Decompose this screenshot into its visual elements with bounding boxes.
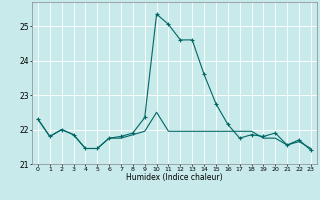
X-axis label: Humidex (Indice chaleur): Humidex (Indice chaleur)	[126, 173, 223, 182]
